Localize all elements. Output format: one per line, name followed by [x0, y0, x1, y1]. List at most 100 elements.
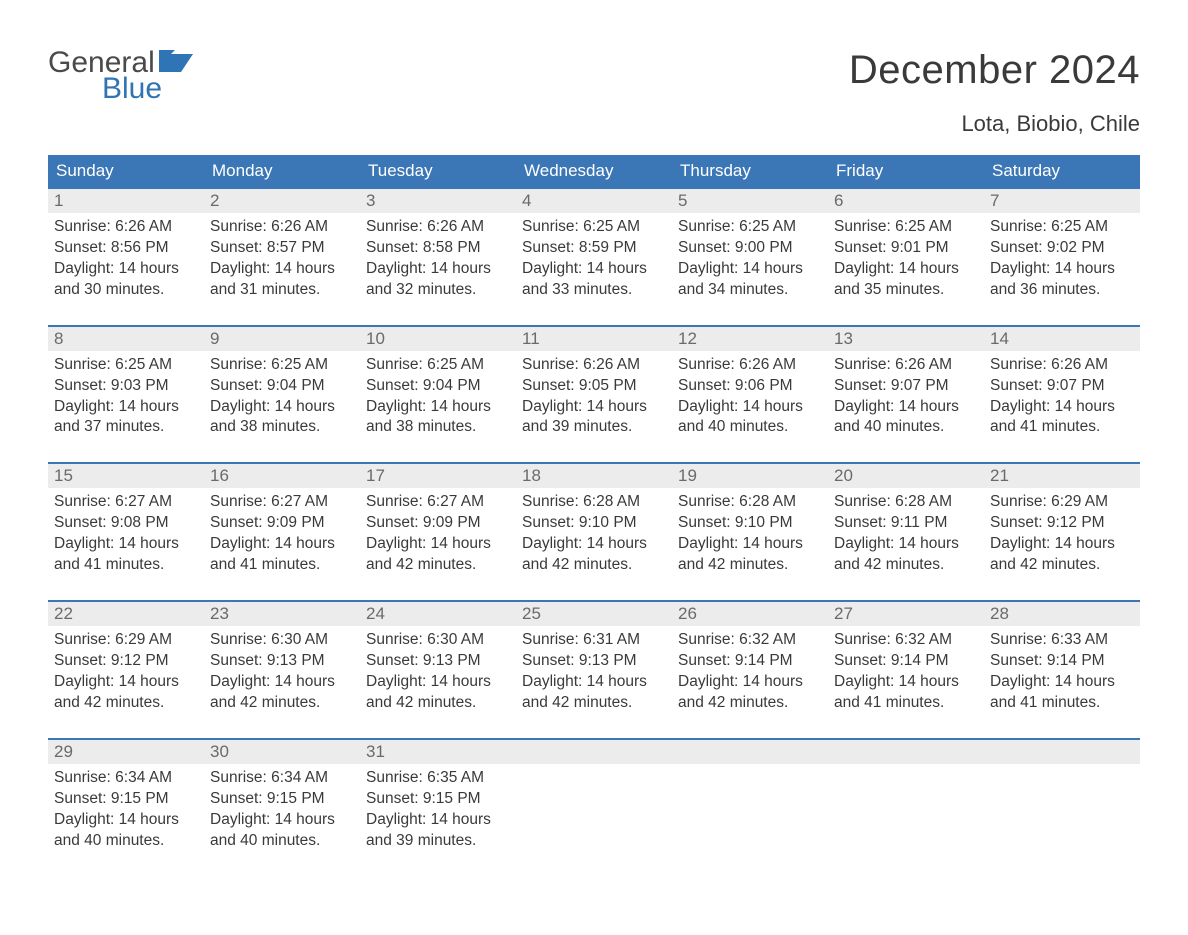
day-number: 17 — [360, 464, 516, 488]
empty-cell — [828, 740, 984, 852]
day-data: Sunrise: 6:34 AMSunset: 9:15 PMDaylight:… — [204, 764, 360, 852]
day-cell: 14Sunrise: 6:26 AMSunset: 9:07 PMDayligh… — [984, 327, 1140, 439]
day-number: 18 — [516, 464, 672, 488]
day-data: Sunrise: 6:25 AMSunset: 9:04 PMDaylight:… — [360, 351, 516, 439]
day-cell: 22Sunrise: 6:29 AMSunset: 9:12 PMDayligh… — [48, 602, 204, 714]
day-number: 11 — [516, 327, 672, 351]
day-cell: 25Sunrise: 6:31 AMSunset: 9:13 PMDayligh… — [516, 602, 672, 714]
day-header-cell: Friday — [828, 155, 984, 187]
day-data: Sunrise: 6:28 AMSunset: 9:10 PMDaylight:… — [672, 488, 828, 576]
day-cell: 16Sunrise: 6:27 AMSunset: 9:09 PMDayligh… — [204, 464, 360, 576]
day-data — [828, 764, 984, 824]
day-cell: 28Sunrise: 6:33 AMSunset: 9:14 PMDayligh… — [984, 602, 1140, 714]
day-cell: 9Sunrise: 6:25 AMSunset: 9:04 PMDaylight… — [204, 327, 360, 439]
day-number — [672, 740, 828, 764]
day-data: Sunrise: 6:26 AMSunset: 8:57 PMDaylight:… — [204, 213, 360, 301]
day-data: Sunrise: 6:26 AMSunset: 9:07 PMDaylight:… — [828, 351, 984, 439]
day-cell: 27Sunrise: 6:32 AMSunset: 9:14 PMDayligh… — [828, 602, 984, 714]
day-number: 24 — [360, 602, 516, 626]
day-data: Sunrise: 6:33 AMSunset: 9:14 PMDaylight:… — [984, 626, 1140, 714]
day-header-cell: Sunday — [48, 155, 204, 187]
title-block: December 2024 Lota, Biobio, Chile — [849, 48, 1140, 147]
day-cell: 30Sunrise: 6:34 AMSunset: 9:15 PMDayligh… — [204, 740, 360, 852]
day-number: 23 — [204, 602, 360, 626]
day-data: Sunrise: 6:28 AMSunset: 9:11 PMDaylight:… — [828, 488, 984, 576]
day-number: 26 — [672, 602, 828, 626]
empty-cell — [516, 740, 672, 852]
day-data: Sunrise: 6:29 AMSunset: 9:12 PMDaylight:… — [48, 626, 204, 714]
day-data: Sunrise: 6:32 AMSunset: 9:14 PMDaylight:… — [828, 626, 984, 714]
day-data: Sunrise: 6:26 AMSunset: 8:58 PMDaylight:… — [360, 213, 516, 301]
empty-cell — [672, 740, 828, 852]
day-cell: 2Sunrise: 6:26 AMSunset: 8:57 PMDaylight… — [204, 189, 360, 301]
day-number: 27 — [828, 602, 984, 626]
day-number: 31 — [360, 740, 516, 764]
day-cell: 19Sunrise: 6:28 AMSunset: 9:10 PMDayligh… — [672, 464, 828, 576]
day-number: 16 — [204, 464, 360, 488]
day-cell: 17Sunrise: 6:27 AMSunset: 9:09 PMDayligh… — [360, 464, 516, 576]
day-data: Sunrise: 6:27 AMSunset: 9:08 PMDaylight:… — [48, 488, 204, 576]
logo-text-blue: Blue — [102, 74, 193, 104]
day-data: Sunrise: 6:25 AMSunset: 8:59 PMDaylight:… — [516, 213, 672, 301]
day-data: Sunrise: 6:30 AMSunset: 9:13 PMDaylight:… — [204, 626, 360, 714]
day-data: Sunrise: 6:25 AMSunset: 9:00 PMDaylight:… — [672, 213, 828, 301]
day-header-cell: Thursday — [672, 155, 828, 187]
day-number: 30 — [204, 740, 360, 764]
day-number: 7 — [984, 189, 1140, 213]
day-data: Sunrise: 6:26 AMSunset: 9:07 PMDaylight:… — [984, 351, 1140, 439]
day-number: 9 — [204, 327, 360, 351]
day-number: 6 — [828, 189, 984, 213]
logo: General Blue — [48, 48, 193, 104]
day-cell: 6Sunrise: 6:25 AMSunset: 9:01 PMDaylight… — [828, 189, 984, 301]
day-data: Sunrise: 6:27 AMSunset: 9:09 PMDaylight:… — [204, 488, 360, 576]
day-data: Sunrise: 6:31 AMSunset: 9:13 PMDaylight:… — [516, 626, 672, 714]
weeks-container: 1Sunrise: 6:26 AMSunset: 8:56 PMDaylight… — [48, 187, 1140, 851]
day-data: Sunrise: 6:30 AMSunset: 9:13 PMDaylight:… — [360, 626, 516, 714]
day-data: Sunrise: 6:26 AMSunset: 8:56 PMDaylight:… — [48, 213, 204, 301]
day-data: Sunrise: 6:25 AMSunset: 9:03 PMDaylight:… — [48, 351, 204, 439]
page-title: December 2024 — [849, 48, 1140, 93]
day-data — [516, 764, 672, 824]
day-number: 28 — [984, 602, 1140, 626]
day-data: Sunrise: 6:26 AMSunset: 9:05 PMDaylight:… — [516, 351, 672, 439]
day-cell: 5Sunrise: 6:25 AMSunset: 9:00 PMDaylight… — [672, 189, 828, 301]
day-data: Sunrise: 6:26 AMSunset: 9:06 PMDaylight:… — [672, 351, 828, 439]
day-data: Sunrise: 6:25 AMSunset: 9:04 PMDaylight:… — [204, 351, 360, 439]
week-row: 29Sunrise: 6:34 AMSunset: 9:15 PMDayligh… — [48, 738, 1140, 852]
day-data: Sunrise: 6:32 AMSunset: 9:14 PMDaylight:… — [672, 626, 828, 714]
day-header-cell: Saturday — [984, 155, 1140, 187]
day-number: 4 — [516, 189, 672, 213]
day-number: 1 — [48, 189, 204, 213]
day-data — [672, 764, 828, 824]
day-number: 3 — [360, 189, 516, 213]
day-cell: 13Sunrise: 6:26 AMSunset: 9:07 PMDayligh… — [828, 327, 984, 439]
day-number: 25 — [516, 602, 672, 626]
week-row: 15Sunrise: 6:27 AMSunset: 9:08 PMDayligh… — [48, 462, 1140, 576]
day-cell: 1Sunrise: 6:26 AMSunset: 8:56 PMDaylight… — [48, 189, 204, 301]
day-cell: 29Sunrise: 6:34 AMSunset: 9:15 PMDayligh… — [48, 740, 204, 852]
day-data: Sunrise: 6:29 AMSunset: 9:12 PMDaylight:… — [984, 488, 1140, 576]
day-number — [984, 740, 1140, 764]
day-number: 2 — [204, 189, 360, 213]
day-number: 10 — [360, 327, 516, 351]
day-cell: 15Sunrise: 6:27 AMSunset: 9:08 PMDayligh… — [48, 464, 204, 576]
day-cell: 8Sunrise: 6:25 AMSunset: 9:03 PMDaylight… — [48, 327, 204, 439]
day-data: Sunrise: 6:25 AMSunset: 9:01 PMDaylight:… — [828, 213, 984, 301]
day-number: 20 — [828, 464, 984, 488]
day-number — [828, 740, 984, 764]
day-cell: 3Sunrise: 6:26 AMSunset: 8:58 PMDaylight… — [360, 189, 516, 301]
header: General Blue December 2024 Lota, Biobio,… — [48, 48, 1140, 147]
day-number: 19 — [672, 464, 828, 488]
day-number: 8 — [48, 327, 204, 351]
day-cell: 11Sunrise: 6:26 AMSunset: 9:05 PMDayligh… — [516, 327, 672, 439]
day-cell: 20Sunrise: 6:28 AMSunset: 9:11 PMDayligh… — [828, 464, 984, 576]
day-number: 22 — [48, 602, 204, 626]
day-cell: 7Sunrise: 6:25 AMSunset: 9:02 PMDaylight… — [984, 189, 1140, 301]
day-cell: 4Sunrise: 6:25 AMSunset: 8:59 PMDaylight… — [516, 189, 672, 301]
calendar: SundayMondayTuesdayWednesdayThursdayFrid… — [48, 155, 1140, 851]
day-header-row: SundayMondayTuesdayWednesdayThursdayFrid… — [48, 155, 1140, 187]
day-header-cell: Wednesday — [516, 155, 672, 187]
day-cell: 23Sunrise: 6:30 AMSunset: 9:13 PMDayligh… — [204, 602, 360, 714]
day-cell: 12Sunrise: 6:26 AMSunset: 9:06 PMDayligh… — [672, 327, 828, 439]
day-data: Sunrise: 6:35 AMSunset: 9:15 PMDaylight:… — [360, 764, 516, 852]
